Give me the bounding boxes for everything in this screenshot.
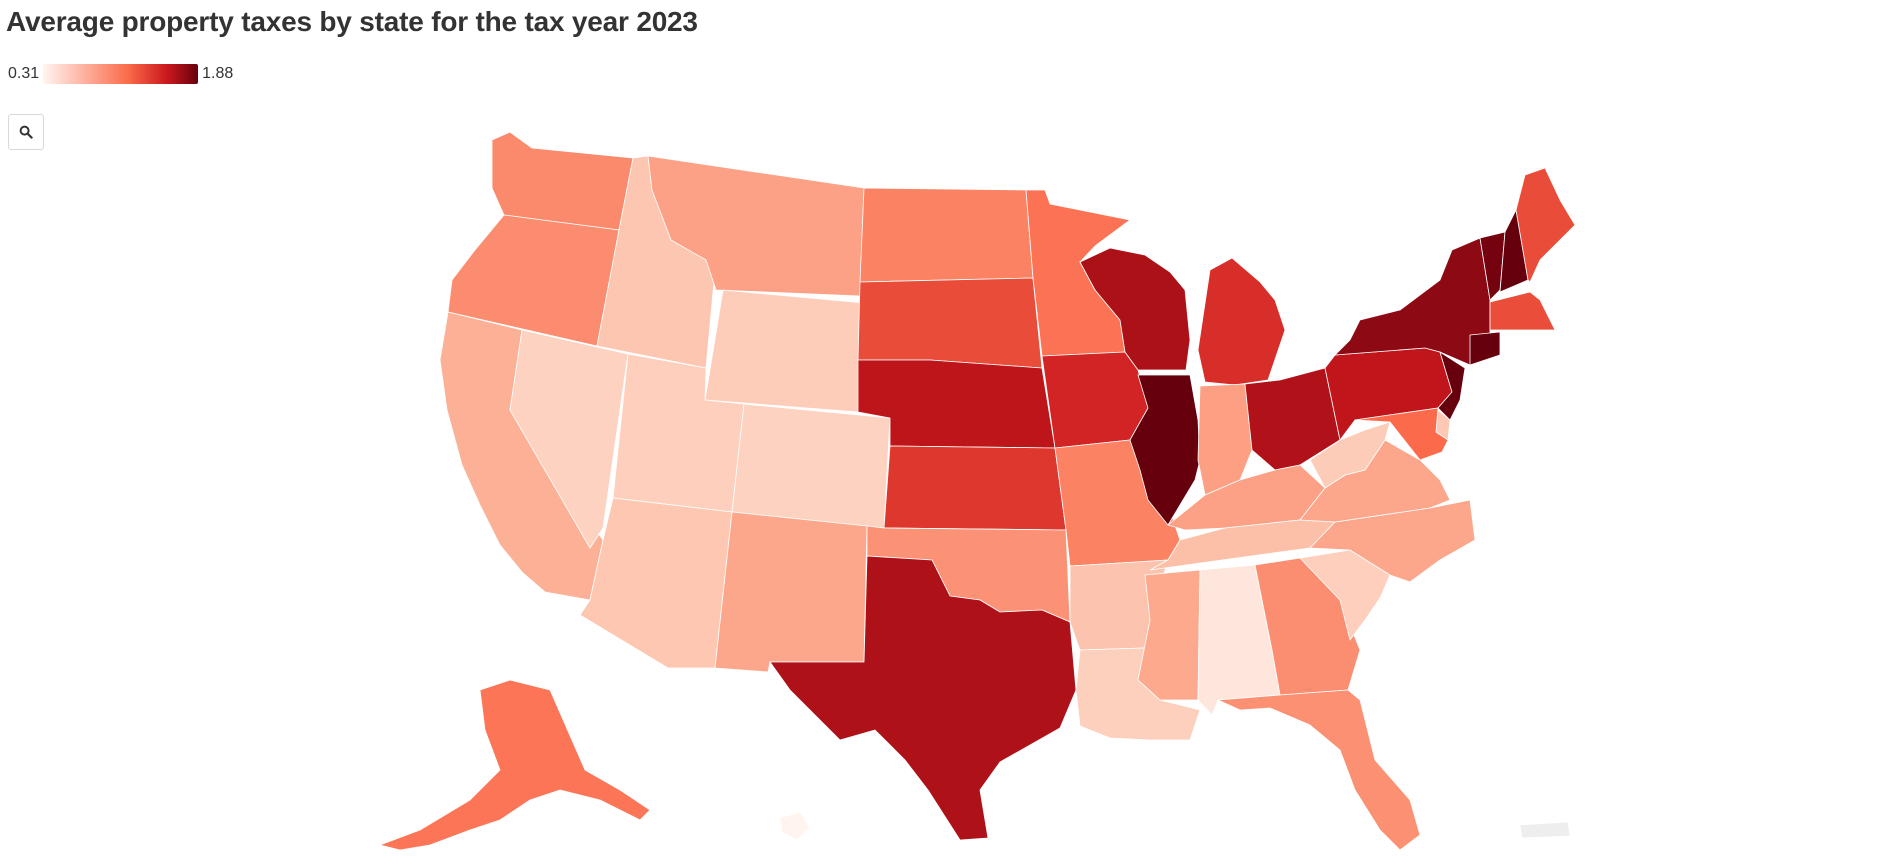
magnifier-icon (19, 125, 33, 139)
state-ak[interactable] (379, 679, 651, 851)
state-wy[interactable] (704, 289, 865, 413)
state-in[interactable] (1197, 383, 1253, 496)
state-co[interactable] (731, 403, 891, 529)
color-legend: 0.31 1.88 (8, 62, 233, 86)
state-wa[interactable] (491, 131, 634, 231)
legend-max-label: 1.88 (202, 65, 234, 82)
state-ny[interactable] (1334, 237, 1491, 366)
state-pr[interactable] (1519, 821, 1571, 839)
state-ky[interactable] (1167, 464, 1326, 531)
state-nm[interactable] (714, 511, 868, 673)
state-ks[interactable] (883, 445, 1067, 531)
state-md[interactable] (1354, 407, 1449, 461)
legend-gradient-bar (43, 64, 199, 84)
state-ct[interactable] (1469, 331, 1501, 366)
state-nd[interactable] (859, 187, 1034, 283)
state-mi[interactable] (1197, 257, 1286, 386)
legend-min-label: 0.31 (8, 65, 40, 82)
state-wv[interactable] (1309, 421, 1391, 489)
state-wi[interactable] (1079, 247, 1191, 371)
state-il[interactable] (1129, 374, 1201, 526)
search-button[interactable] (8, 114, 44, 150)
state-hi[interactable] (779, 811, 811, 841)
state-me[interactable] (1515, 167, 1576, 283)
state-sd[interactable] (857, 277, 1043, 369)
state-fl[interactable] (1217, 689, 1421, 851)
state-ma[interactable] (1489, 291, 1556, 331)
state-nv[interactable] (509, 329, 629, 549)
chart-title: Average property taxes by state for the … (6, 6, 698, 37)
state-tx[interactable] (769, 555, 1077, 841)
state-oh[interactable] (1244, 367, 1341, 471)
state-shapes (379, 131, 1576, 851)
state-ms[interactable] (1137, 569, 1201, 701)
state-ia[interactable] (1041, 351, 1149, 449)
